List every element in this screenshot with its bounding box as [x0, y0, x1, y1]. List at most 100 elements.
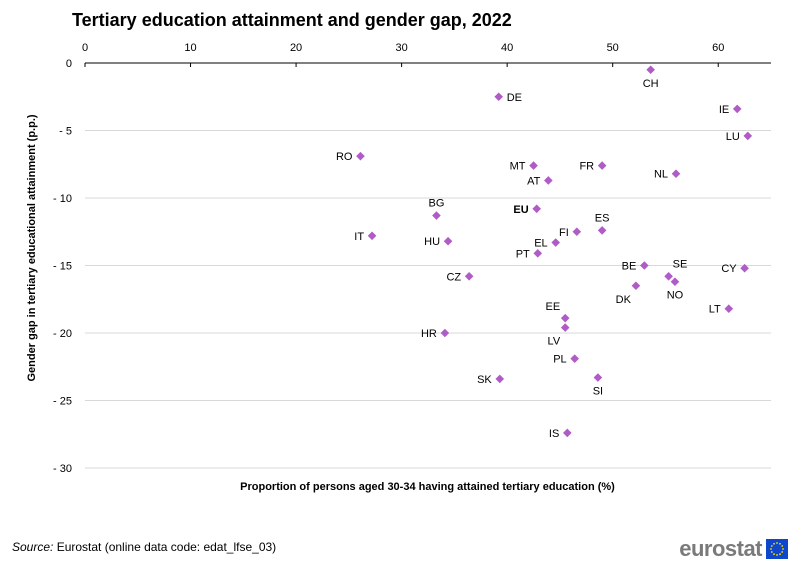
data-point-pt [533, 249, 543, 258]
flag-background [766, 539, 788, 559]
logo-text: eurostat [679, 536, 762, 561]
point-label-mt: MT [510, 161, 526, 173]
point-label-fr: FR [579, 161, 594, 173]
data-point-ch [646, 65, 655, 75]
y-tick-label: - 30 [53, 463, 72, 475]
point-label-pt: PT [516, 248, 530, 260]
data-point-dk [631, 281, 641, 291]
point-label-fi: FI [559, 227, 569, 239]
flag-star [773, 553, 775, 556]
point-label-hu: HU [424, 236, 440, 248]
point-label-pl: PL [553, 354, 566, 366]
data-point-fr [597, 161, 607, 170]
point-label-nl: NL [654, 169, 668, 181]
flag-star [773, 542, 775, 545]
data-point-bg [432, 211, 441, 220]
data-point-lv [560, 323, 570, 332]
point-label-el: EL [534, 238, 547, 250]
data-point-at [544, 176, 553, 185]
point-label-lv: LV [548, 336, 561, 348]
x-tick-label: 60 [712, 42, 724, 54]
point-label-dk: DK [616, 294, 632, 306]
data-point-ie [732, 104, 742, 114]
x-tick-label: 10 [184, 42, 196, 54]
point-label-no: NO [667, 290, 684, 302]
y-tick-label: - 5 [59, 126, 72, 138]
y-tick-label: 0 [66, 58, 72, 70]
y-tick-label: - 10 [53, 193, 72, 205]
data-point-nl [671, 169, 681, 178]
x-tick-label: 0 [82, 42, 88, 54]
flag-star [779, 553, 781, 556]
x-tick-label: 30 [395, 42, 407, 54]
point-label-eu: EU [513, 204, 528, 216]
grid-lines [85, 130, 771, 469]
data-point-lu [743, 131, 753, 141]
point-label-es: ES [595, 212, 610, 224]
flag-star [776, 542, 778, 544]
data-point-lt [724, 304, 734, 313]
point-label-hr: HR [421, 328, 437, 340]
data-point-it [367, 231, 377, 241]
data-point-se [664, 272, 673, 281]
y-tick-label: - 20 [53, 328, 72, 340]
y-axis-label: Gender gap in tertiary educational attai… [26, 114, 38, 382]
data-point-sk [495, 374, 505, 384]
flag-star [770, 551, 773, 553]
point-label-lt: LT [709, 304, 721, 316]
data-point-hu [443, 236, 453, 246]
x-axis-label: Proportion of persons aged 30-34 having … [240, 481, 615, 493]
source-note: Source: Eurostat (online data code: edat… [12, 540, 276, 554]
point-label-cy: CY [721, 263, 737, 275]
eu-flag-icon [766, 539, 788, 559]
x-tick-label: 20 [290, 42, 302, 54]
point-label-is: IS [549, 428, 559, 440]
data-point-ro [356, 151, 365, 161]
x-tick-label: 50 [607, 42, 619, 54]
data-point-el [551, 238, 561, 247]
data-points [356, 65, 753, 438]
data-point-cy [740, 263, 749, 273]
data-point-is [563, 428, 572, 438]
source-text: Eurostat (online data code: edat_lfse_03… [53, 540, 277, 554]
point-label-lu: LU [726, 131, 740, 143]
data-point-cz [464, 272, 474, 281]
data-point-mt [529, 161, 538, 170]
point-label-bg: BG [428, 198, 444, 210]
point-labels: CH DE IE LU RO MT FR AT NL BG EU ES FI IT HU EL PT BE SE CY… [336, 78, 740, 440]
y-tick-label: - 25 [53, 396, 72, 408]
point-label-it: IT [354, 231, 364, 243]
eurostat-logo: eurostat [679, 536, 788, 562]
point-label-at: AT [527, 175, 541, 187]
point-label-se: SE [673, 258, 688, 270]
data-point-si [593, 373, 603, 382]
data-point-be [640, 261, 649, 270]
data-point-de [494, 92, 504, 102]
data-point-es [597, 226, 607, 235]
flag-star [781, 545, 784, 547]
data-point-hr [440, 328, 450, 338]
flag-star [776, 554, 778, 556]
point-label-cz: CZ [446, 271, 461, 283]
point-label-ie: IE [719, 104, 729, 116]
axes [84, 62, 771, 67]
flag-star [770, 545, 773, 547]
scatter-chart: 0 - 5 - 10 - 15 - 20 - 25 - 30 0 10 20 30 40 50 60 CH… [53, 42, 771, 475]
source-label: Source: [12, 540, 54, 554]
data-point-ee [560, 313, 570, 323]
flag-star [781, 551, 784, 553]
y-tick-label: - 15 [53, 261, 72, 273]
x-tick-label: 40 [501, 42, 513, 54]
data-point-pl [570, 354, 579, 363]
point-label-si: SI [593, 386, 603, 398]
point-label-ro: RO [336, 151, 353, 163]
flag-star [770, 548, 772, 550]
data-point-fi [572, 227, 582, 237]
data-point-no [670, 277, 680, 286]
point-label-sk: SK [477, 374, 492, 386]
flag-star [782, 548, 784, 550]
point-label-ch: CH [643, 78, 659, 90]
point-label-be: BE [622, 261, 637, 273]
point-label-ee: EE [546, 301, 561, 313]
point-label-de: DE [507, 92, 522, 104]
